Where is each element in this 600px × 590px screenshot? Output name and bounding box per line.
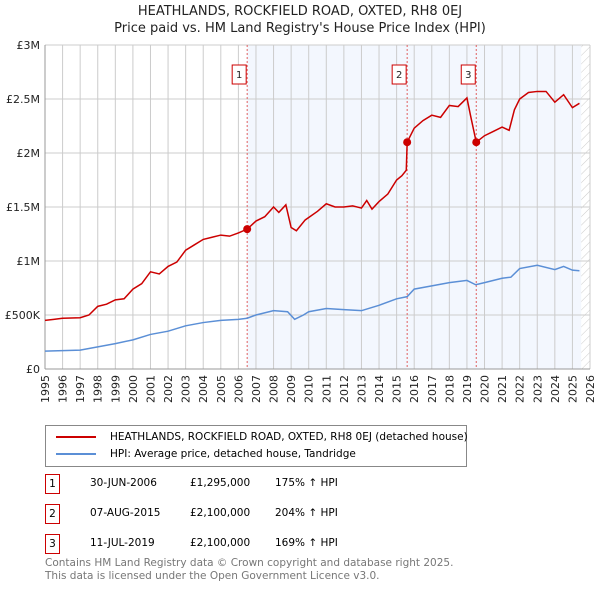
sale-price: £2,100,000 xyxy=(190,537,251,549)
x-tick-label: 2008 xyxy=(268,375,281,403)
y-tick-label: £3M xyxy=(17,39,41,52)
y-tick-label: £500K xyxy=(5,309,41,322)
x-tick-label: 2015 xyxy=(391,375,404,403)
x-tick-label: 2002 xyxy=(162,375,175,403)
chart-title: HEATHLANDS, ROCKFIELD ROAD, OXTED, RH8 0… xyxy=(137,4,463,19)
sale-marker-label: 1 xyxy=(236,70,242,81)
chart-plot: 1995 1996 1997 1998 1999 2000 2001 2002 2003 2004… xyxy=(5,39,597,403)
footer: Contains HM Land Registry data © Crown c… xyxy=(45,557,453,583)
x-tick-label: 2024 xyxy=(549,375,562,403)
x-tick-label: 1995 xyxy=(39,375,52,403)
sale-number-badge: 3 xyxy=(45,534,60,554)
x-tick-label: 2007 xyxy=(250,375,263,403)
sale-marker-label: 2 xyxy=(396,70,402,81)
sale-hpi-diff: 204% ↑ HPI xyxy=(275,507,338,519)
x-tick-label: 2003 xyxy=(180,375,193,403)
x-tick-label: 2016 xyxy=(408,375,421,403)
footer-line: This data is licensed under the Open Gov… xyxy=(45,570,380,582)
legend-swatch-hpi xyxy=(56,453,96,455)
sale-hpi-diff: 169% ↑ HPI xyxy=(275,537,338,549)
y-tick-label: £2M xyxy=(17,147,41,160)
x-tick-label: 2004 xyxy=(197,375,210,403)
sale-marker-label: 3 xyxy=(465,70,471,81)
sale-price: £2,100,000 xyxy=(190,507,251,519)
sale-number-badge: 1 xyxy=(45,474,60,494)
sale-marker-box xyxy=(231,64,247,85)
sale-point xyxy=(243,225,252,234)
x-tick-label: 2013 xyxy=(355,375,368,403)
sale-point xyxy=(472,138,481,147)
legend-label-hpi: HPI: Average price, detached house, Tand… xyxy=(110,448,356,460)
series-line xyxy=(44,90,580,322)
sale-number-badge: 2 xyxy=(45,504,60,524)
x-tick-label: 2005 xyxy=(215,375,228,403)
x-tick-label: 2000 xyxy=(127,375,140,403)
sale-date: 11-JUL-2019 xyxy=(90,537,155,549)
x-tick-label: 1998 xyxy=(92,375,105,403)
x-tick-label: 2020 xyxy=(479,375,492,403)
chart-subtitle: Price paid vs. HM Land Registry's House … xyxy=(114,21,486,36)
sale-marker-box xyxy=(391,64,407,85)
x-tick-label: 2026 xyxy=(584,375,597,403)
sale-hpi-diff: 175% ↑ HPI xyxy=(275,477,338,489)
y-tick-label: £1.5M xyxy=(6,201,40,214)
y-tick-label: £1M xyxy=(17,255,41,268)
x-tick-label: 2011 xyxy=(320,375,333,403)
x-tick-label: 1996 xyxy=(57,375,70,403)
sale-date: 07-AUG-2015 xyxy=(90,507,161,519)
x-tick-label: 2021 xyxy=(496,375,509,403)
x-tick-label: 1997 xyxy=(74,375,87,403)
x-tick-label: 2009 xyxy=(285,375,298,403)
series-line xyxy=(44,264,580,352)
x-tick-label: 2023 xyxy=(531,375,544,403)
sale-row: 3 11-JUL-2019 £2,100,000 169% ↑ HPI xyxy=(45,534,465,554)
sale-row: 2 07-AUG-2015 £2,100,000 204% ↑ HPI xyxy=(45,504,465,524)
sale-row: 1 30-JUN-2006 £1,295,000 175% ↑ HPI xyxy=(45,474,465,494)
x-tick-label: 2017 xyxy=(426,375,439,403)
x-tick-label: 2018 xyxy=(443,375,456,403)
x-tick-label: 2006 xyxy=(232,375,245,403)
legend-label-property: HEATHLANDS, ROCKFIELD ROAD, OXTED, RH8 0… xyxy=(110,431,468,443)
x-tick-label: 2001 xyxy=(144,375,157,403)
sale-date: 30-JUN-2006 xyxy=(90,477,157,489)
x-tick-label: 2014 xyxy=(373,375,386,403)
x-tick-label: 2012 xyxy=(338,375,351,403)
legend: HEATHLANDS, ROCKFIELD ROAD, OXTED, RH8 0… xyxy=(45,425,468,467)
y-tick-label: £0 xyxy=(26,363,40,376)
sale-price: £1,295,000 xyxy=(190,477,251,489)
x-tick-label: 2019 xyxy=(461,375,474,403)
y-tick-label: £2.5M xyxy=(6,93,40,106)
footer-line: Contains HM Land Registry data © Crown c… xyxy=(45,557,454,569)
sale-point xyxy=(403,138,412,147)
x-tick-label: 2025 xyxy=(566,375,579,403)
x-tick-label: 1999 xyxy=(109,375,122,403)
sale-marker-box xyxy=(460,64,476,85)
x-tick-label: 2022 xyxy=(514,375,527,403)
legend-swatch-property xyxy=(56,436,96,438)
x-tick-label: 2010 xyxy=(303,375,316,403)
